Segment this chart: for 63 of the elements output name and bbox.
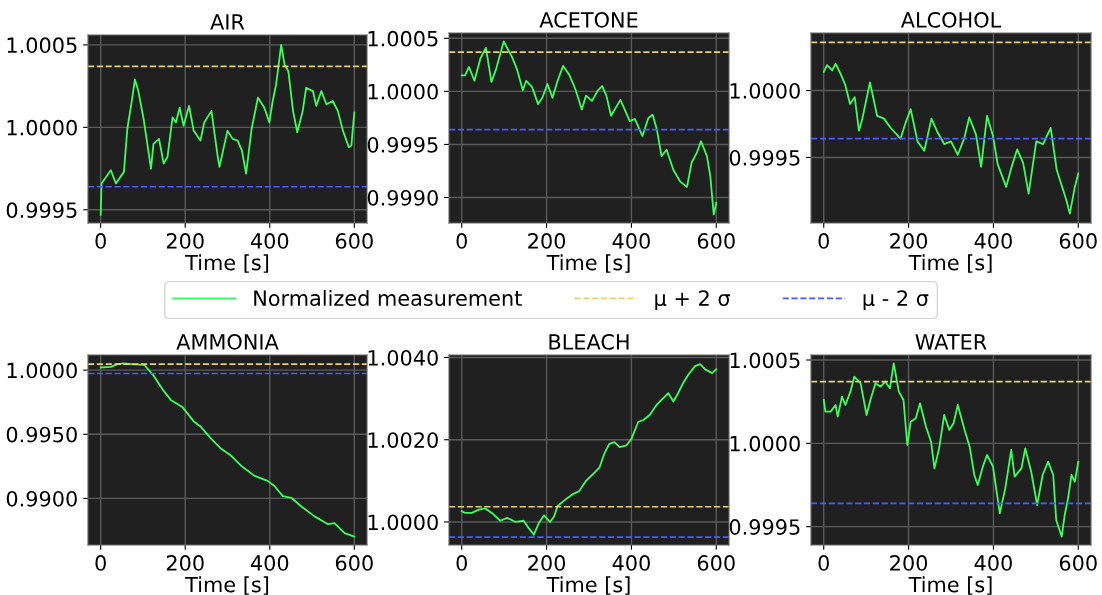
x-tick-label: 0 xyxy=(456,233,467,249)
line-series xyxy=(460,363,718,536)
line-series xyxy=(822,62,1080,215)
x-tick-label: 400 xyxy=(250,555,289,571)
chart-title: ACETONE xyxy=(539,11,638,28)
x-axis-title: Time [s] xyxy=(546,254,630,273)
chart-title: AIR xyxy=(210,14,245,30)
line-series xyxy=(460,40,718,216)
x-tick-label: 400 xyxy=(612,555,650,571)
x-axis-title: Time [s] xyxy=(908,576,992,595)
x-axis-title: Time [s] xyxy=(546,576,630,595)
x-tick-label: 0 xyxy=(95,233,106,249)
y-tick-label: 1.0000 xyxy=(368,83,438,100)
legend-label: Normalized measurement xyxy=(254,289,522,307)
x-tick-label: 0 xyxy=(818,233,829,249)
x-axis-title: Time [s] xyxy=(908,254,992,273)
x-tick-label: 0 xyxy=(818,555,829,571)
y-tick-label: 0.9995 xyxy=(367,136,438,153)
x-tick-label: 400 xyxy=(974,555,1012,571)
y-tick-label: 1.0005 xyxy=(368,30,438,47)
y-tick-label: 1.0000 xyxy=(730,82,800,99)
x-tick-label: 200 xyxy=(166,233,204,249)
x-axis-title: Time [s] xyxy=(185,576,269,595)
y-tick-label: 1.0005 xyxy=(730,352,800,369)
y-tick-label: 0.9950 xyxy=(6,426,77,443)
x-tick-label: 600 xyxy=(697,233,735,249)
chart-title: AMMONIA xyxy=(176,333,279,350)
y-tick-label: 1.0000 xyxy=(730,435,800,452)
x-tick-label: 400 xyxy=(612,233,650,249)
y-tick-label: 0.9995 xyxy=(729,519,800,535)
line-series xyxy=(99,43,356,216)
y-tick-label: 0.9990 xyxy=(367,189,438,206)
legend-label: μ - 2 σ xyxy=(863,290,929,311)
x-tick-label: 400 xyxy=(250,233,289,249)
y-tick-label: 0.9995 xyxy=(729,149,800,166)
x-tick-label: 200 xyxy=(528,555,566,571)
y-tick-label: 1.0020 xyxy=(368,432,438,448)
y-tick-label: 1.0005 xyxy=(7,37,77,54)
legend-label: μ + 2 σ xyxy=(655,290,730,311)
x-tick-label: 200 xyxy=(890,233,928,249)
y-tick-label: 1.0000 xyxy=(368,514,438,531)
y-tick-label: 1.0000 xyxy=(7,119,77,136)
x-tick-label: 600 xyxy=(335,233,373,249)
chart-title: WATER xyxy=(915,334,987,350)
x-axis-title: Time [s] xyxy=(185,254,269,273)
x-tick-label: 400 xyxy=(974,233,1012,249)
x-tick-label: 600 xyxy=(1059,233,1097,249)
line-series xyxy=(99,362,356,538)
chart-title: BLEACH xyxy=(549,333,629,350)
x-tick-label: 0 xyxy=(95,555,106,571)
x-tick-label: 200 xyxy=(528,233,566,249)
y-tick-label: 0.9900 xyxy=(6,490,77,507)
chart-title: ALCOHOL xyxy=(900,11,1002,28)
y-tick-label: 1.0040 xyxy=(368,349,438,366)
y-tick-label: 1.0000 xyxy=(7,362,77,379)
x-tick-label: 600 xyxy=(697,555,735,571)
x-tick-label: 0 xyxy=(456,555,467,571)
line-series xyxy=(822,362,1080,538)
x-tick-label: 200 xyxy=(890,555,928,571)
x-tick-label: 600 xyxy=(1059,555,1097,571)
y-tick-label: 0.9995 xyxy=(6,202,77,219)
x-tick-label: 200 xyxy=(166,555,204,571)
x-tick-label: 600 xyxy=(335,555,373,571)
